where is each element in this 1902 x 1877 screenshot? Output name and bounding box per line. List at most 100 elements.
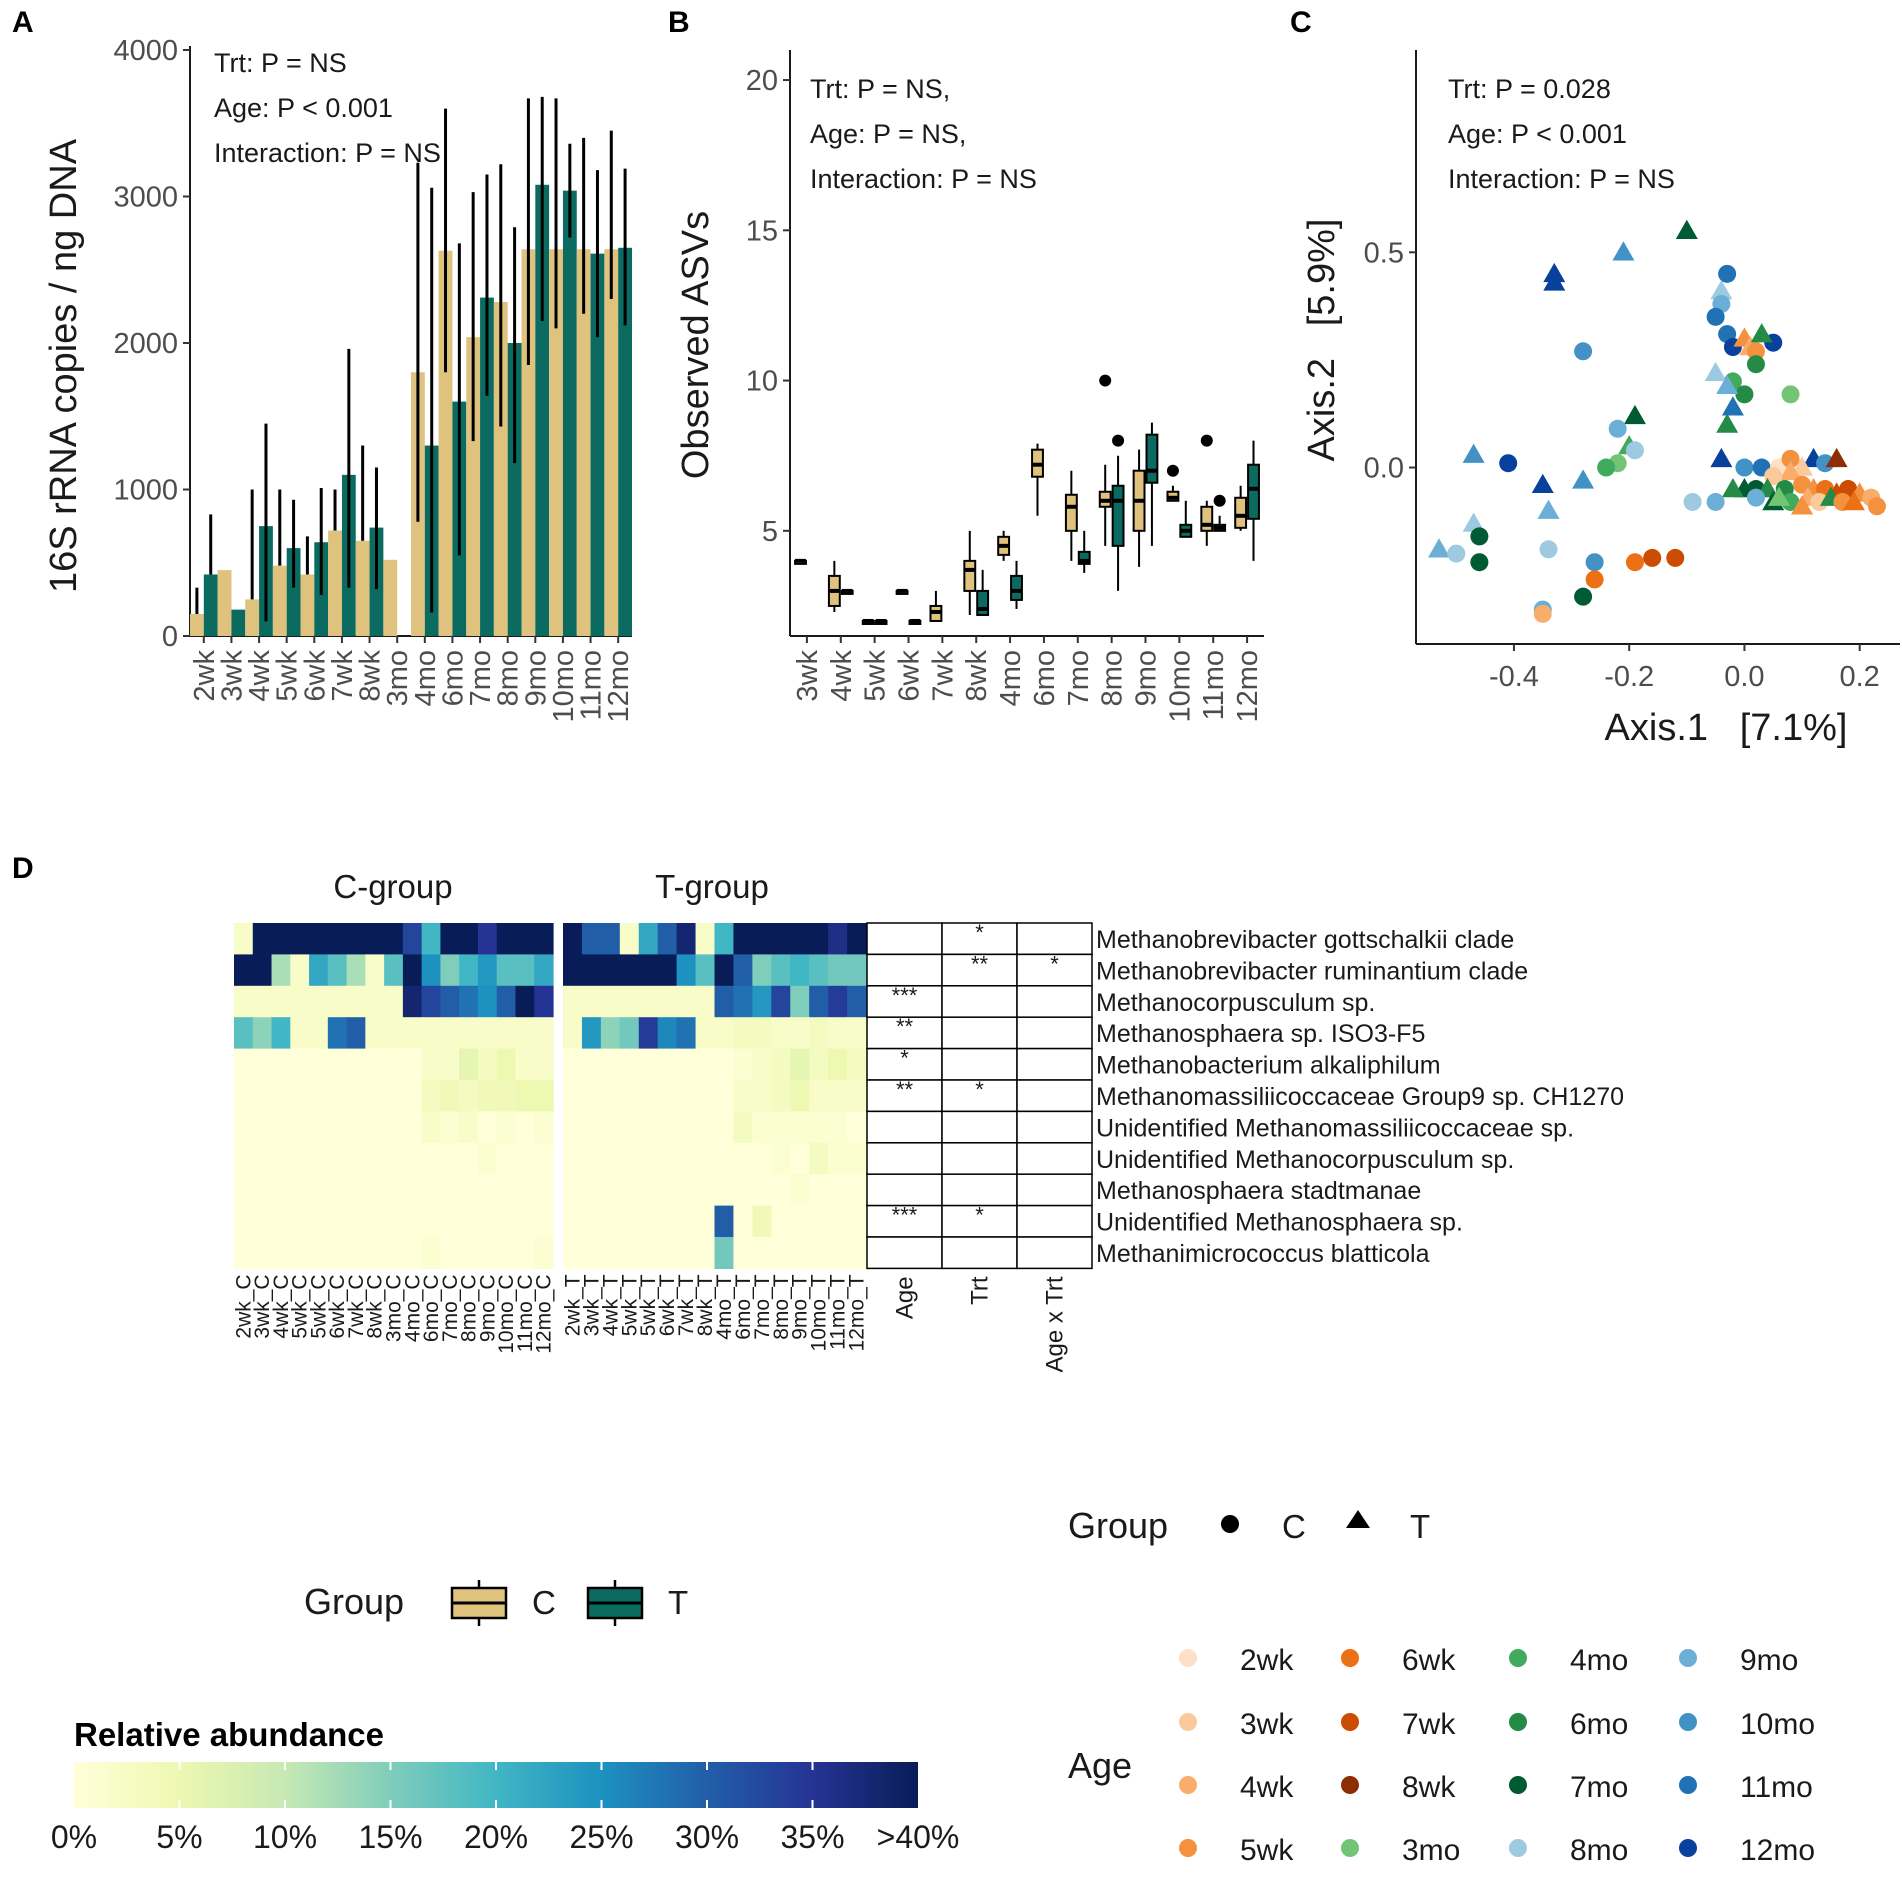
heatmap-cell-t xyxy=(563,1237,583,1269)
panel-c-point-c xyxy=(1585,553,1604,572)
heatmap-cell-t xyxy=(752,1142,772,1175)
heatmap-sample-label-t: 3wk_T xyxy=(580,1274,603,1336)
heatmap-cell-c xyxy=(384,985,404,1018)
significance-cell xyxy=(866,1016,943,1050)
shape-legend-triangle-glyph xyxy=(1346,1510,1370,1528)
age-legend-dot xyxy=(1679,1839,1697,1857)
age-legend-label: 6mo xyxy=(1570,1708,1628,1741)
heatmap-cell-t xyxy=(752,985,772,1018)
age-legend-label: 6wk xyxy=(1402,1644,1456,1677)
colorbar-tick-label: 0% xyxy=(51,1819,97,1855)
heatmap-sample-label-t: 8mo_T xyxy=(770,1274,793,1340)
heatmap-cell-c xyxy=(421,1017,442,1050)
panel-c-x-tick-label: 0.2 xyxy=(1840,661,1880,693)
heatmap-cell-t xyxy=(563,954,583,987)
panel-c-point-t xyxy=(1612,241,1635,261)
heatmap-cell-c xyxy=(384,1174,404,1207)
heatmap-cell-c xyxy=(515,1237,535,1269)
panel-a-x-tick-label: 8wk xyxy=(355,650,387,702)
heatmap-cell-t xyxy=(733,1080,753,1112)
heatmap-cell-c xyxy=(534,1111,554,1144)
heatmap-cell-t xyxy=(619,1111,640,1144)
heatmap-cell-t xyxy=(809,985,829,1018)
panel-c-point-c xyxy=(1781,449,1800,468)
heatmap-cell-t xyxy=(638,1142,659,1175)
significance-cell xyxy=(941,1173,1018,1207)
panel-a-x-tick-label: 12mo xyxy=(603,650,635,723)
significance-marker: ** xyxy=(971,951,989,976)
heatmap-cell-t xyxy=(695,1142,716,1175)
heatmap-cell-c xyxy=(534,954,554,987)
age-legend-label: 8mo xyxy=(1570,1834,1628,1867)
heatmap-cell-c xyxy=(346,1017,366,1050)
heatmap-cell-t xyxy=(733,1017,753,1050)
panel-c-point-c xyxy=(1574,342,1593,361)
panel-c-point-c xyxy=(1781,492,1800,511)
significance-cell xyxy=(941,953,1018,987)
panel-b-x-tick-label: 7wk xyxy=(927,650,959,702)
bar-chart-panel-a: 0 1000 2000 3000 4000 2wk3wk4wk5wk6wk7wk8wk3m… xyxy=(113,35,635,723)
panel-b-outlier-point xyxy=(1200,434,1213,447)
heatmap-cell-t xyxy=(638,1237,659,1269)
age-legend-label: 8wk xyxy=(1402,1771,1456,1804)
heatmap-sample-label-t: 6wk_T xyxy=(656,1274,679,1336)
heatmap-cell-c xyxy=(365,1142,385,1175)
panel-a-x-tick-label: 11mo xyxy=(576,650,608,720)
panel-c-point-t xyxy=(1543,271,1566,291)
heatmap-sample-label-c: 12mo_C xyxy=(533,1274,556,1353)
heatmap-cell-c xyxy=(496,1237,517,1269)
heatmap-sample-label-t: 12mo_T xyxy=(846,1274,869,1351)
heatmap-cell-c xyxy=(496,954,517,987)
panel-c-point-c xyxy=(1781,385,1800,404)
heatmap-cell-c xyxy=(515,1142,535,1175)
heatmap-cell-c xyxy=(459,1017,479,1050)
panel-a-bar-t xyxy=(480,297,494,636)
panel-b-box-t xyxy=(1077,550,1091,565)
heatmap-cell-t xyxy=(695,985,716,1018)
taxon-label: Methanosphaera stadtmanae xyxy=(1096,1177,1421,1205)
panel-a-bar-t xyxy=(203,574,218,636)
panel-c-point-c xyxy=(1470,527,1489,546)
heatmap-cell-t xyxy=(600,1174,621,1207)
heatmap-sample-label-t: 7mo_T xyxy=(751,1274,774,1340)
heatmap-cell-c xyxy=(402,1142,423,1175)
heatmap-cell-c xyxy=(402,1017,423,1050)
panel-c-point-t xyxy=(1675,219,1698,240)
panel-b-y-tick-label: 5 xyxy=(762,516,778,548)
panel-a-x-tick-label: 9mo xyxy=(520,650,552,706)
heatmap-cell-c xyxy=(327,1142,348,1175)
heatmap-cell-c xyxy=(477,1205,498,1238)
heatmap-cell-t xyxy=(809,1080,829,1112)
heatmap-cell-c xyxy=(309,1048,329,1081)
panel-c-x-tick-label: -0.2 xyxy=(1604,661,1654,693)
heatmap-cell-c xyxy=(496,985,517,1018)
heatmap-cell-c xyxy=(440,1142,460,1175)
heatmap-cell-c xyxy=(459,954,479,987)
significance-cell xyxy=(941,922,1018,956)
panel-c-point-t xyxy=(1537,499,1560,519)
panel-c-point-t xyxy=(1779,460,1802,481)
heatmap-cell-c xyxy=(309,1080,329,1112)
heatmap-cell-t xyxy=(828,1080,848,1112)
heatmap-cell-c xyxy=(346,1080,366,1112)
panel-c-point-c xyxy=(1746,342,1765,361)
panel-c-point-c xyxy=(1746,488,1765,507)
panel-b-x-tick-label: 6wk xyxy=(894,650,926,702)
heatmap-cell-t xyxy=(847,985,867,1018)
heatmap-cell-t xyxy=(695,1111,716,1144)
heatmap-cell-t xyxy=(790,985,810,1018)
heatmap-panel-d: 2wk_C3wk_C4wk_C5wk_C5wk_C6wk_C7wk_C8wk_C… xyxy=(232,920,1624,1372)
panel-a-bar-c xyxy=(300,574,315,636)
panel-c-x-axis-title: Axis.1 [7.1%] xyxy=(1605,707,1848,749)
heatmap-cell-t xyxy=(600,1205,621,1238)
panel-c-y-tick-label: 0.5 xyxy=(1364,237,1404,269)
significance-marker: ** xyxy=(896,1077,914,1102)
heatmap-cell-c xyxy=(421,1048,442,1081)
heatmap-cell-c xyxy=(365,1174,385,1207)
heatmap-cell-c xyxy=(309,1111,329,1144)
age-legend-label: 10mo xyxy=(1740,1708,1815,1741)
heatmap-cell-t xyxy=(828,1142,848,1175)
heatmap-cell-t xyxy=(695,1080,716,1112)
significance-cell xyxy=(941,985,1018,1018)
panel-c-point-c xyxy=(1585,570,1604,589)
